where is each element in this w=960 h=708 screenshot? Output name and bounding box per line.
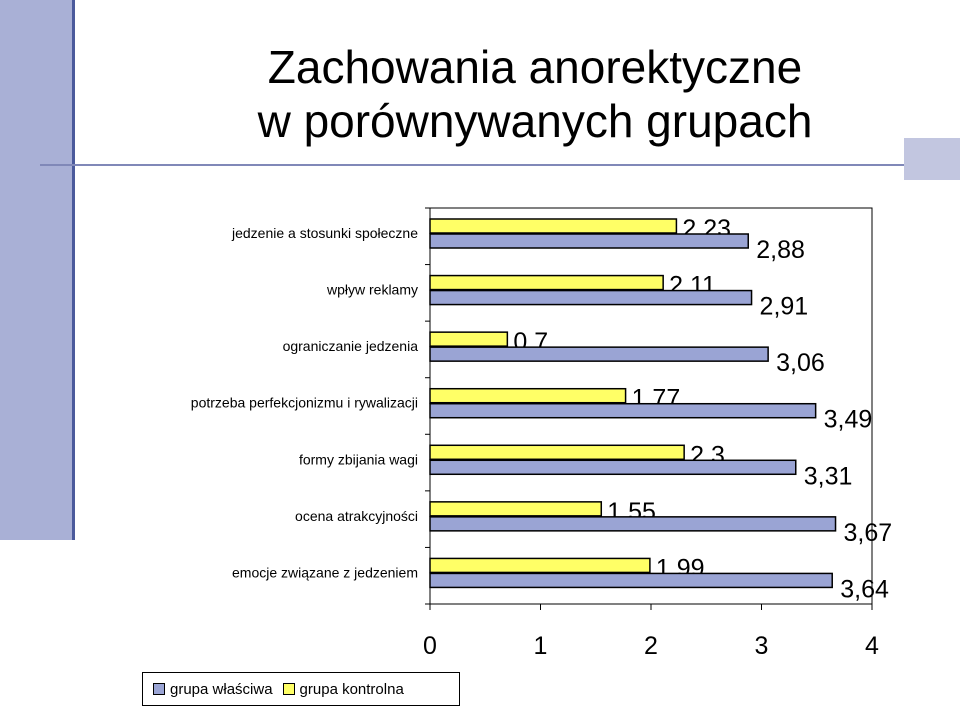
legend-swatch-grupa-kontrolna xyxy=(282,683,295,695)
x-tick-label: 3 xyxy=(755,632,769,660)
category-label: jedzenie a stosunki społeczne xyxy=(231,225,418,241)
category-label: wpływ reklamy xyxy=(326,282,418,298)
title-line-1: Zachowania anorektyczne xyxy=(267,41,803,93)
bar-grupa-kontrolna xyxy=(429,501,603,517)
bar-grupa-kontrolna xyxy=(429,557,651,574)
data-label-grupa-wlasciwa: 3,49 xyxy=(824,406,873,434)
bar-grupa-kontrolna xyxy=(429,444,685,461)
category-label: ograniczanie jedzenia xyxy=(283,338,419,354)
bar-grupa-kontrolna xyxy=(429,218,678,234)
x-tick-label: 4 xyxy=(865,632,879,660)
bar-grupa-wlasciwa xyxy=(429,346,769,362)
bar-grupa-kontrolna xyxy=(429,331,509,347)
bar-grupa-wlasciwa xyxy=(429,516,837,532)
data-label-grupa-wlasciwa: 3,31 xyxy=(804,462,853,490)
category-label: formy zbijania wagi xyxy=(299,451,418,467)
x-tick-label: 0 xyxy=(423,632,437,660)
data-label-grupa-wlasciwa: 3,64 xyxy=(840,575,889,603)
legend-item-grupa-kontrolna: grupa kontrolna xyxy=(282,680,404,698)
chart-legend: grupa właściwa grupa kontrolna xyxy=(142,672,460,706)
bar-grupa-wlasciwa xyxy=(429,289,753,306)
bar-grupa-wlasciwa xyxy=(429,402,817,419)
bar-grupa-wlasciwa xyxy=(429,572,833,589)
decorative-vertical-line xyxy=(72,0,75,540)
decorative-side-bar xyxy=(0,0,72,540)
category-label: emocje związane z jedzeniem xyxy=(232,564,418,580)
data-label-grupa-wlasciwa: 3,06 xyxy=(776,349,825,377)
data-label-grupa-wlasciwa: 2,88 xyxy=(756,236,805,264)
x-tick-label: 2 xyxy=(644,632,658,660)
bar-grupa-wlasciwa xyxy=(429,459,797,476)
title-line-2: w porównywanych grupach xyxy=(257,95,813,147)
decorative-horizontal-line xyxy=(40,164,960,166)
legend-label-grupa-wlasciwa: grupa właściwa xyxy=(170,680,273,698)
category-label: potrzeba perfekcjonizmu i rywalizacji xyxy=(191,395,418,411)
legend-item-grupa-wlasciwa: grupa właściwa xyxy=(153,681,273,698)
bar-grupa-kontrolna xyxy=(429,274,664,291)
bar-grupa-kontrolna xyxy=(429,387,627,404)
legend-swatch-grupa-wlasciwa xyxy=(153,683,165,695)
decorative-square xyxy=(904,138,960,180)
bar-grupa-wlasciwa xyxy=(429,233,749,249)
data-label-grupa-wlasciwa: 2,91 xyxy=(760,293,809,321)
legend-label-grupa-kontrolna: grupa kontrolna xyxy=(299,680,404,698)
category-label: ocena atrakcyjności xyxy=(295,508,418,524)
slide-title: Zachowania anorektyczne w porównywanych … xyxy=(190,40,880,148)
data-label-grupa-wlasciwa: 3,67 xyxy=(844,519,893,547)
x-tick-label: 1 xyxy=(534,632,548,660)
